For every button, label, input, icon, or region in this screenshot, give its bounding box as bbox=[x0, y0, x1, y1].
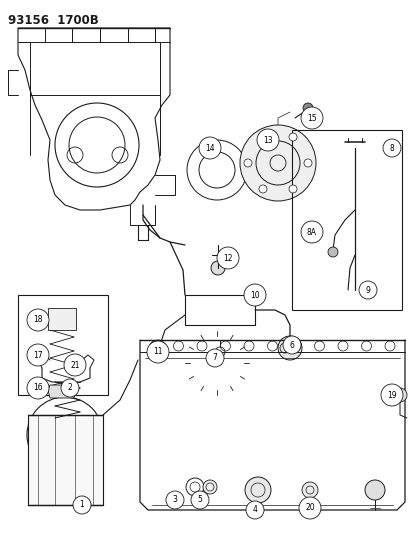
Text: 9: 9 bbox=[365, 286, 370, 295]
Circle shape bbox=[245, 501, 263, 519]
Circle shape bbox=[206, 349, 223, 367]
Circle shape bbox=[190, 491, 209, 509]
Circle shape bbox=[211, 261, 224, 275]
Circle shape bbox=[302, 103, 312, 113]
Bar bbox=[28, 415, 103, 505]
Circle shape bbox=[256, 129, 278, 151]
Text: 16: 16 bbox=[33, 384, 43, 392]
Text: 7: 7 bbox=[212, 353, 217, 362]
Bar bbox=[48, 308, 76, 330]
Text: 21: 21 bbox=[70, 360, 80, 369]
Circle shape bbox=[61, 379, 79, 397]
Circle shape bbox=[150, 340, 166, 356]
Text: 6: 6 bbox=[289, 341, 294, 350]
Circle shape bbox=[202, 480, 216, 494]
Circle shape bbox=[243, 284, 266, 306]
Circle shape bbox=[64, 354, 86, 376]
Text: 17: 17 bbox=[33, 351, 43, 359]
Text: 15: 15 bbox=[306, 114, 316, 123]
Circle shape bbox=[27, 309, 49, 331]
Circle shape bbox=[303, 159, 311, 167]
Circle shape bbox=[27, 344, 49, 366]
Text: 93156  1700B: 93156 1700B bbox=[8, 14, 99, 27]
Text: 19: 19 bbox=[386, 391, 396, 400]
Circle shape bbox=[300, 221, 322, 243]
Circle shape bbox=[199, 137, 221, 159]
Text: 2: 2 bbox=[67, 384, 72, 392]
Circle shape bbox=[288, 133, 296, 141]
Text: 10: 10 bbox=[249, 290, 259, 300]
Circle shape bbox=[364, 480, 384, 500]
Circle shape bbox=[277, 336, 301, 360]
Circle shape bbox=[259, 185, 266, 193]
Circle shape bbox=[380, 384, 402, 406]
Bar bbox=[291, 130, 401, 310]
Circle shape bbox=[298, 497, 320, 519]
Circle shape bbox=[301, 482, 317, 498]
Circle shape bbox=[382, 139, 400, 157]
Text: 18: 18 bbox=[33, 316, 43, 325]
Text: 11: 11 bbox=[153, 348, 162, 357]
Text: 3: 3 bbox=[172, 496, 177, 505]
Circle shape bbox=[282, 336, 300, 354]
Circle shape bbox=[73, 496, 91, 514]
Bar bbox=[18, 295, 108, 395]
Text: 13: 13 bbox=[263, 135, 272, 144]
Polygon shape bbox=[48, 385, 76, 398]
Circle shape bbox=[216, 247, 238, 269]
Circle shape bbox=[243, 159, 252, 167]
Circle shape bbox=[300, 107, 322, 129]
Circle shape bbox=[244, 477, 271, 503]
Text: 5: 5 bbox=[197, 496, 202, 505]
Text: 1: 1 bbox=[79, 500, 84, 510]
Circle shape bbox=[288, 185, 296, 193]
Circle shape bbox=[392, 388, 406, 402]
Text: 8A: 8A bbox=[306, 228, 316, 237]
Text: 4: 4 bbox=[252, 505, 257, 514]
Circle shape bbox=[259, 133, 266, 141]
Circle shape bbox=[358, 281, 376, 299]
Text: 12: 12 bbox=[223, 254, 232, 262]
Text: 14: 14 bbox=[205, 143, 214, 152]
Circle shape bbox=[27, 377, 49, 399]
Text: 8: 8 bbox=[389, 143, 394, 152]
Circle shape bbox=[166, 491, 183, 509]
Circle shape bbox=[147, 341, 169, 363]
Circle shape bbox=[327, 247, 337, 257]
Text: 20: 20 bbox=[304, 504, 314, 513]
Circle shape bbox=[240, 125, 315, 201]
